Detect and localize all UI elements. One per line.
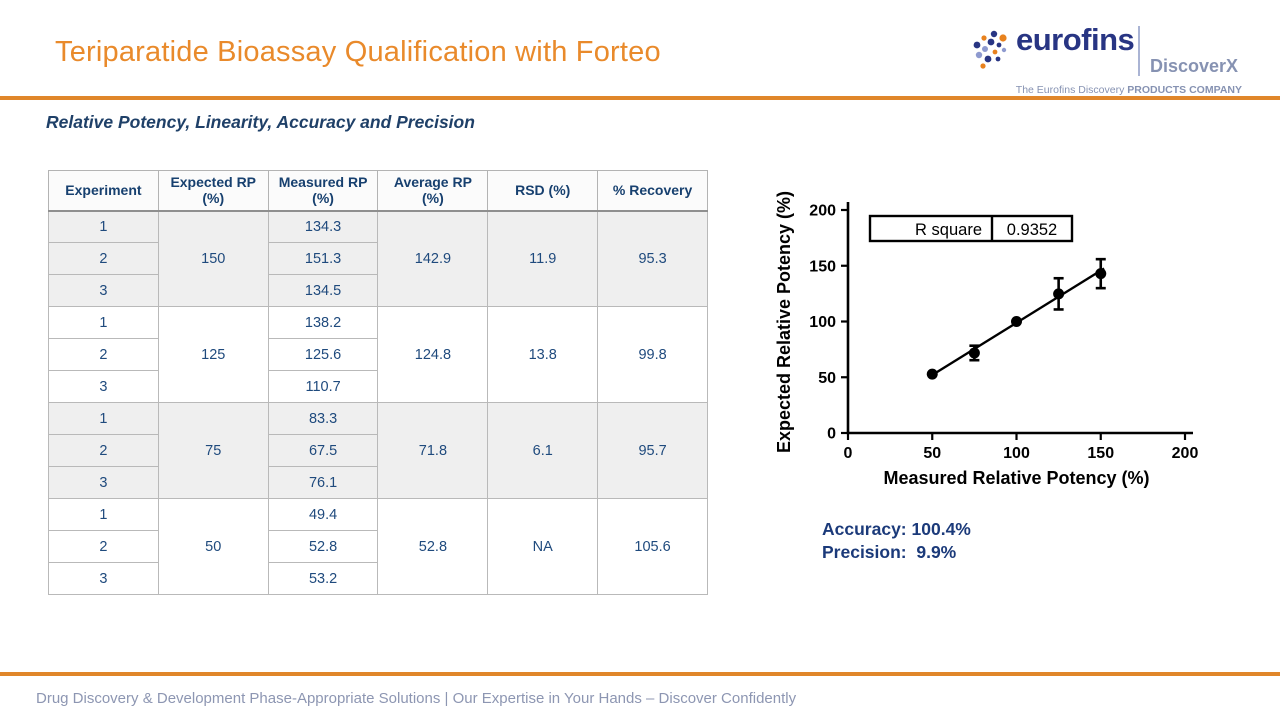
table-cell: 1 bbox=[48, 210, 159, 243]
svg-text:R square: R square bbox=[915, 221, 982, 239]
table-cell: 83.3 bbox=[267, 402, 379, 435]
table-column-header: RSD (%) bbox=[487, 170, 599, 212]
table-cell: 142.9 bbox=[377, 210, 489, 307]
svg-text:Measured Relative Potency (%): Measured Relative Potency (%) bbox=[883, 468, 1149, 488]
table-cell: 2 bbox=[48, 434, 159, 467]
table-cell: 75 bbox=[157, 402, 269, 499]
table-cell: 6.1 bbox=[487, 402, 599, 499]
table-cell: 1 bbox=[48, 498, 159, 531]
table-cell: 11.9 bbox=[487, 210, 599, 307]
table-cell: 138.2 bbox=[267, 306, 379, 339]
logo-divider bbox=[1138, 26, 1140, 76]
table-row: 3 53.2 bbox=[48, 562, 708, 595]
table-cell: 2 bbox=[48, 530, 159, 563]
table-cell: 3 bbox=[48, 274, 159, 307]
table-cell: 49.4 bbox=[267, 498, 379, 531]
table-cell: 134.3 bbox=[267, 210, 379, 243]
table-cell: 50 bbox=[157, 498, 269, 595]
svg-text:150: 150 bbox=[1087, 445, 1114, 462]
precision-line: Precision: 9.9% bbox=[822, 541, 957, 562]
table-cell: 99.8 bbox=[597, 306, 708, 403]
eurofins-dots-icon bbox=[973, 30, 1007, 69]
table-row: 1 75 83.3 71.8 6.1 95.7 bbox=[48, 402, 708, 499]
table-cell: 67.5 bbox=[267, 434, 379, 467]
table-row: 3 134.5 bbox=[48, 274, 708, 307]
table-cell: 3 bbox=[48, 370, 159, 403]
table-cell: 1 bbox=[48, 306, 159, 339]
table-cell: 134.5 bbox=[267, 274, 379, 307]
table-row: 2 67.5 bbox=[48, 434, 708, 467]
table-column-header: Expected RP (%) bbox=[157, 170, 269, 212]
table-cell: 2 bbox=[48, 242, 159, 275]
table-column-header: Experiment bbox=[48, 170, 159, 212]
header-divider-rule bbox=[0, 96, 1280, 100]
table-cell: 110.7 bbox=[267, 370, 379, 403]
table-row: 2 151.3 bbox=[48, 242, 708, 275]
svg-text:200: 200 bbox=[1172, 445, 1199, 462]
svg-text:50: 50 bbox=[818, 370, 836, 387]
table-row: 3 110.7 bbox=[48, 370, 708, 403]
eurofins-wordmark: eurofins bbox=[1016, 22, 1135, 57]
accuracy-line: Accuracy: 100.4% bbox=[822, 519, 971, 539]
footer-tagline: Drug Discovery & Development Phase-Appro… bbox=[36, 690, 797, 707]
table-cell: 1 bbox=[48, 402, 159, 435]
logo-tagline: The Eurofins Discovery PRODUCTS COMPANY bbox=[1015, 84, 1242, 96]
table-cell: 52.8 bbox=[377, 498, 489, 595]
table-row: 1 125 138.2 124.8 13.8 99.8 bbox=[48, 306, 708, 403]
svg-text:150: 150 bbox=[809, 258, 836, 275]
svg-text:0.9352: 0.9352 bbox=[1007, 221, 1057, 239]
table-cell: 105.6 bbox=[597, 498, 708, 595]
discoverx-wordmark: DiscoverX bbox=[1150, 56, 1239, 76]
potency-scatter-chart: 0 50 100 150 200 0 50 100 150 200 Measured Relativ… bbox=[770, 168, 1220, 498]
svg-text:Expected Relative Potency (%): Expected Relative Potency (%) bbox=[774, 191, 794, 453]
table-cell: 71.8 bbox=[377, 402, 489, 499]
table-cell: 125.6 bbox=[267, 338, 379, 371]
qualification-table: Experiment Expected RP (%) Measured RP (%)… bbox=[48, 170, 708, 595]
table-cell: 95.3 bbox=[597, 210, 708, 307]
table-cell: 125 bbox=[157, 306, 269, 403]
table-cell: 53.2 bbox=[267, 562, 379, 595]
slide-subtitle: Relative Potency, Linearity, Accuracy an… bbox=[46, 112, 475, 132]
table-header-row: Experiment Expected RP (%) Measured RP (%)… bbox=[48, 170, 708, 212]
svg-text:100: 100 bbox=[1003, 445, 1030, 462]
accuracy-precision-block: Accuracy: 100.4% Precision: 9.9% bbox=[822, 518, 971, 564]
table-cell: 151.3 bbox=[267, 242, 379, 275]
table-cell: 124.8 bbox=[377, 306, 489, 403]
table-column-header: Average RP (%) bbox=[377, 170, 489, 212]
table-row: 2 52.8 bbox=[48, 530, 708, 563]
page-title: Teriparatide Bioassay Qualification with… bbox=[55, 36, 661, 68]
table-cell: 76.1 bbox=[267, 466, 379, 499]
table-row: 1 150 134.3 142.9 11.9 95.3 bbox=[48, 210, 708, 307]
table-cell: 3 bbox=[48, 562, 159, 595]
table-cell: 3 bbox=[48, 466, 159, 499]
svg-text:0: 0 bbox=[844, 445, 853, 462]
table-column-header: % Recovery bbox=[597, 170, 708, 212]
table-row: 1 50 49.4 52.8 NA 105.6 bbox=[48, 498, 708, 595]
table-cell: 2 bbox=[48, 338, 159, 371]
table-cell: 13.8 bbox=[487, 306, 599, 403]
qualification-table-container: Experiment Expected RP (%) Measured RP (%)… bbox=[48, 170, 708, 595]
svg-text:200: 200 bbox=[809, 203, 836, 220]
table-cell: 150 bbox=[157, 210, 269, 307]
svg-text:100: 100 bbox=[809, 314, 836, 331]
eurofins-discoverx-logo: eurofins DiscoverX The Eurofins Discover… bbox=[973, 20, 1242, 96]
svg-text:50: 50 bbox=[923, 445, 941, 462]
table-cell: 95.7 bbox=[597, 402, 708, 499]
svg-text:0: 0 bbox=[827, 426, 836, 443]
table-cell: 52.8 bbox=[267, 530, 379, 563]
footer-divider-rule bbox=[0, 672, 1280, 676]
table-column-header: Measured RP (%) bbox=[267, 170, 379, 212]
table-cell: NA bbox=[487, 498, 599, 595]
